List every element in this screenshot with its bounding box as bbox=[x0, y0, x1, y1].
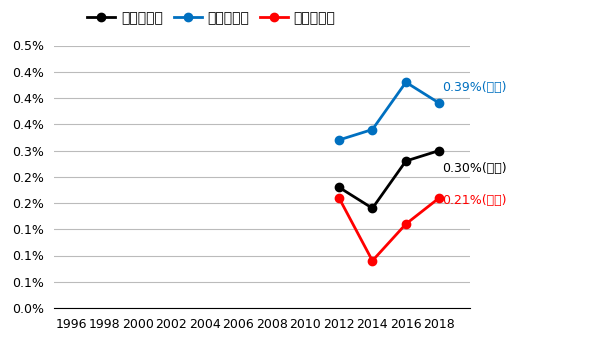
女子中学生 bbox=[369, 259, 376, 263]
男子中学生 bbox=[402, 80, 409, 84]
男子中学生 bbox=[436, 101, 443, 105]
女子中学生 bbox=[436, 196, 443, 200]
中学生全体 bbox=[436, 148, 443, 153]
Text: 0.39%(男子): 0.39%(男子) bbox=[442, 81, 506, 94]
男子中学生 bbox=[369, 127, 376, 132]
女子中学生 bbox=[335, 196, 343, 200]
Text: 0.30%(全体): 0.30%(全体) bbox=[442, 162, 506, 175]
中学生全体 bbox=[402, 159, 409, 163]
Line: 中学生全体: 中学生全体 bbox=[335, 146, 444, 212]
Line: 女子中学生: 女子中学生 bbox=[335, 194, 444, 265]
中学生全体 bbox=[335, 185, 343, 189]
Line: 男子中学生: 男子中学生 bbox=[335, 78, 444, 144]
男子中学生 bbox=[335, 138, 343, 142]
Text: 0.21%(女子): 0.21%(女子) bbox=[442, 194, 506, 207]
中学生全体 bbox=[369, 206, 376, 210]
Legend: 中学生全体, 男子中学生, 女子中学生: 中学生全体, 男子中学生, 女子中学生 bbox=[82, 5, 341, 30]
女子中学生 bbox=[402, 222, 409, 226]
